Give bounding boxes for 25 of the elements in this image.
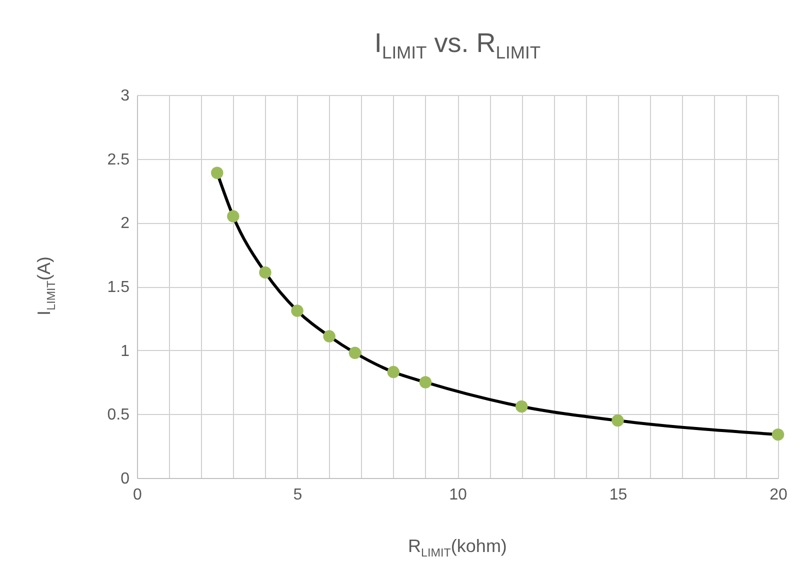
x-tick-label: 0 bbox=[133, 486, 142, 504]
y-tick-label: 2.5 bbox=[107, 151, 130, 168]
point bbox=[612, 414, 624, 427]
point bbox=[291, 304, 304, 317]
y-tick-label: 0.5 bbox=[107, 406, 130, 424]
x-tick-label: 15 bbox=[609, 486, 628, 504]
point bbox=[772, 428, 784, 441]
point bbox=[211, 166, 224, 179]
point bbox=[323, 330, 336, 342]
point bbox=[348, 346, 362, 359]
point bbox=[227, 210, 240, 222]
x-tick-label: 10 bbox=[449, 486, 467, 504]
y-tick-label: 3 bbox=[120, 88, 130, 104]
y-tick-label: 0 bbox=[120, 470, 130, 488]
y-tick-label: 1 bbox=[120, 342, 130, 360]
x-axis-title: R$_{LIMIT}$(kohm) bbox=[407, 536, 508, 560]
point bbox=[259, 266, 272, 279]
x-tick-label: 5 bbox=[293, 486, 302, 504]
x-tick-label: 20 bbox=[770, 486, 788, 504]
y-tick-label: 1.5 bbox=[107, 279, 130, 296]
point bbox=[387, 366, 400, 378]
point bbox=[515, 400, 528, 413]
chart-title: I$_{LIMIT}$ vs. R$_{LIMIT}$ bbox=[373, 28, 542, 64]
y-tick-label: 2 bbox=[120, 215, 130, 232]
point bbox=[419, 376, 432, 388]
